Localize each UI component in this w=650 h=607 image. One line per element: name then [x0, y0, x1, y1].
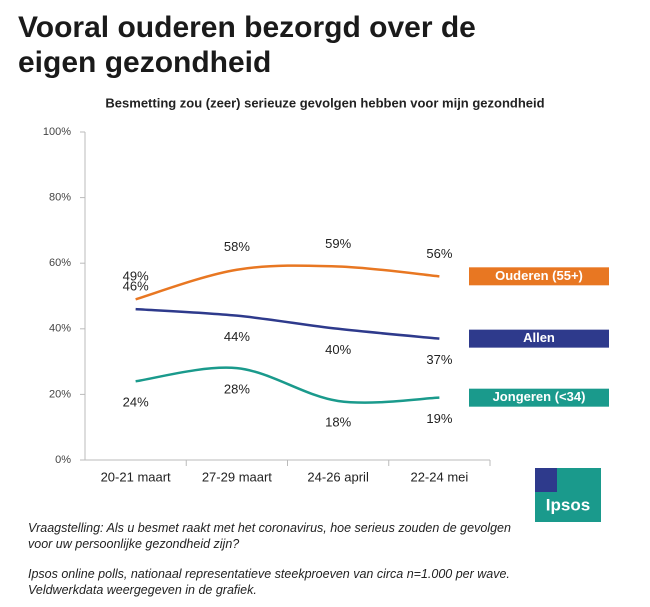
legend-swatch [469, 329, 609, 348]
data-label: 28% [224, 382, 250, 397]
footnote: Ipsos online polls, nationaal representa… [28, 567, 510, 597]
x-tick-label: 27-29 maart [202, 469, 272, 484]
x-tick-label: 22-24 mei [410, 469, 468, 484]
chart-subtitle: Besmetting zou (zeer) serieuze gevolgen … [105, 95, 544, 110]
logo-accent [535, 468, 557, 492]
chart-title: Vooral ouderen bezorgd over de eigen gez… [18, 11, 476, 79]
series-line [135, 264, 440, 301]
legend-swatch [469, 388, 609, 407]
data-label: 58% [224, 239, 250, 254]
y-tick-label: 0% [55, 454, 71, 466]
data-label: 37% [426, 352, 452, 367]
legend-label: Allen [523, 330, 555, 345]
x-tick-label: 24-26 april [307, 469, 369, 484]
series-line [135, 307, 440, 340]
data-label: 59% [325, 236, 351, 251]
data-label: 18% [325, 414, 351, 429]
logo-text: Ipsos [546, 495, 590, 514]
y-tick-label: 20% [49, 388, 71, 400]
legend-label: Ouderen (55+) [495, 268, 583, 283]
footnote: Vraagstelling: Als u besmet raakt met he… [28, 521, 511, 551]
x-tick-label: 20-21 maart [101, 469, 171, 484]
data-label: 44% [224, 329, 250, 344]
data-label: 40% [325, 342, 351, 357]
data-label: 49% [123, 269, 149, 284]
y-tick-label: 40% [49, 323, 71, 335]
data-label: 46% [123, 279, 149, 294]
legend-swatch [469, 267, 609, 286]
data-label: 24% [123, 395, 149, 410]
y-tick-label: 60% [49, 257, 71, 269]
logo: Ipsos [535, 468, 601, 522]
series-line [135, 366, 440, 404]
data-label: 56% [426, 246, 452, 261]
y-tick-label: 100% [43, 126, 71, 138]
y-tick-label: 80% [49, 192, 71, 204]
legend-label: Jongeren (<34) [493, 389, 586, 404]
data-label: 19% [426, 411, 452, 426]
